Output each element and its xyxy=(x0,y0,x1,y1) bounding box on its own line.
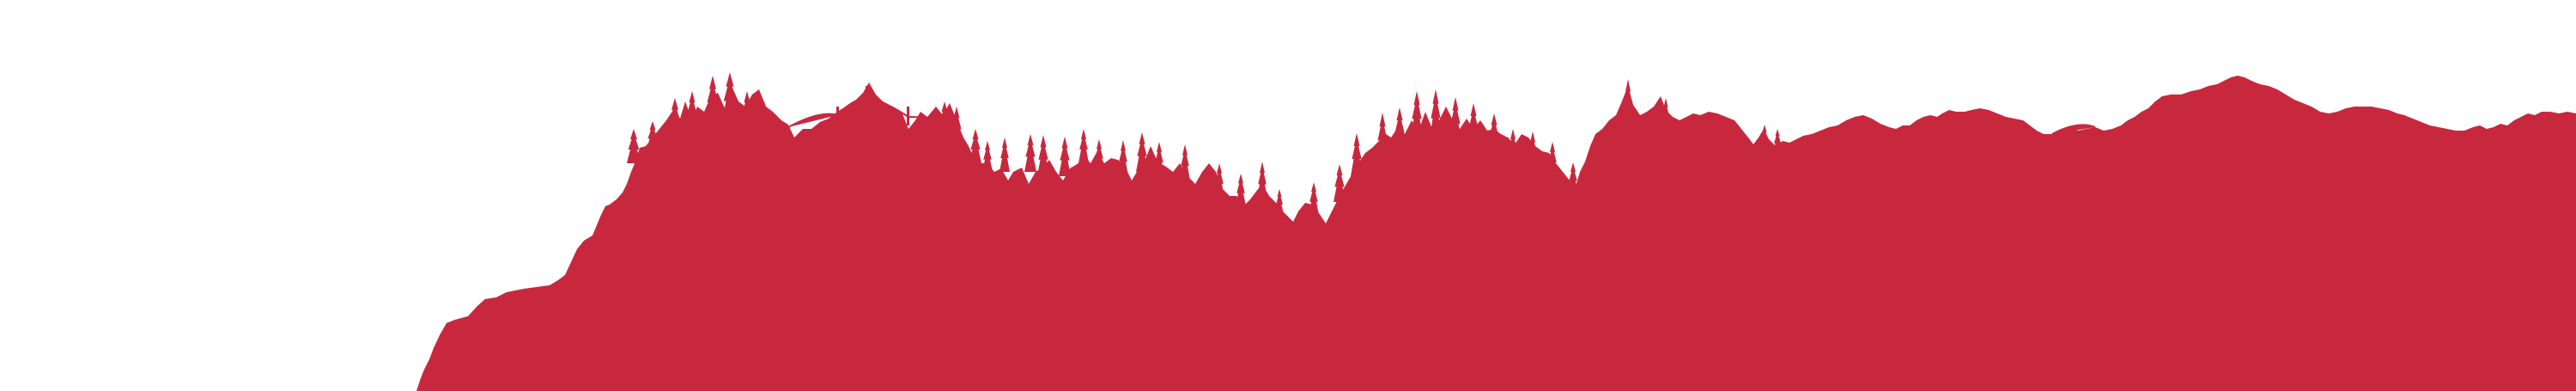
tree-spire xyxy=(1488,113,1500,153)
tree-spire xyxy=(647,121,659,150)
tree-spire xyxy=(1662,98,1670,129)
tree-spire xyxy=(722,72,738,120)
tree-spire xyxy=(1623,79,1633,120)
tree-spire xyxy=(1430,89,1442,137)
tree-spire xyxy=(1257,162,1267,199)
tree-spire xyxy=(969,129,981,163)
tree-spire xyxy=(1309,182,1319,215)
powerline-poles xyxy=(836,86,909,125)
tree-spire xyxy=(1214,163,1224,198)
tree-spire xyxy=(1760,125,1769,150)
tree-spire xyxy=(982,141,993,172)
tree-spire xyxy=(1376,113,1388,159)
tree-spires-right xyxy=(1623,79,1782,153)
tree-spire xyxy=(1078,129,1089,163)
tree-spire xyxy=(1094,139,1104,172)
tree-spire xyxy=(951,107,963,144)
tree-spire xyxy=(741,91,753,129)
tree-spire xyxy=(758,101,770,136)
tree-spire xyxy=(627,129,641,163)
tree-spire xyxy=(706,76,720,120)
tree-spire xyxy=(1275,189,1284,215)
tree-spire xyxy=(1528,131,1538,168)
tree-spire xyxy=(1024,134,1036,172)
tree-spire xyxy=(1136,132,1148,172)
tree-spire xyxy=(999,137,1010,172)
tree-spire xyxy=(1334,164,1346,202)
tree-spire xyxy=(1037,135,1049,176)
tree-spire xyxy=(1154,142,1164,176)
silhouette-group xyxy=(416,72,2576,391)
tree-spire xyxy=(1411,91,1423,137)
landmass-silhouette xyxy=(416,76,2576,391)
tree-spire xyxy=(1180,144,1190,180)
tree-spire xyxy=(1449,97,1461,142)
tree-spire xyxy=(1773,129,1782,153)
tree-spire xyxy=(1467,103,1479,146)
tree-spire xyxy=(1118,140,1128,176)
tree-spire xyxy=(668,98,682,137)
tree-spire xyxy=(686,91,698,129)
tree-spires-middle xyxy=(1214,89,1578,215)
tree-spire xyxy=(1568,162,1578,193)
tree-spire xyxy=(1351,133,1363,176)
tree-spire xyxy=(1059,137,1071,176)
tree-spires-left xyxy=(627,72,1190,180)
powerline-wires xyxy=(787,95,2096,135)
tree-spire xyxy=(1547,142,1558,176)
tree-spire xyxy=(1394,107,1406,150)
tree-spire xyxy=(939,101,951,136)
tree-spire xyxy=(1508,129,1518,163)
tree-spire xyxy=(1236,174,1246,206)
